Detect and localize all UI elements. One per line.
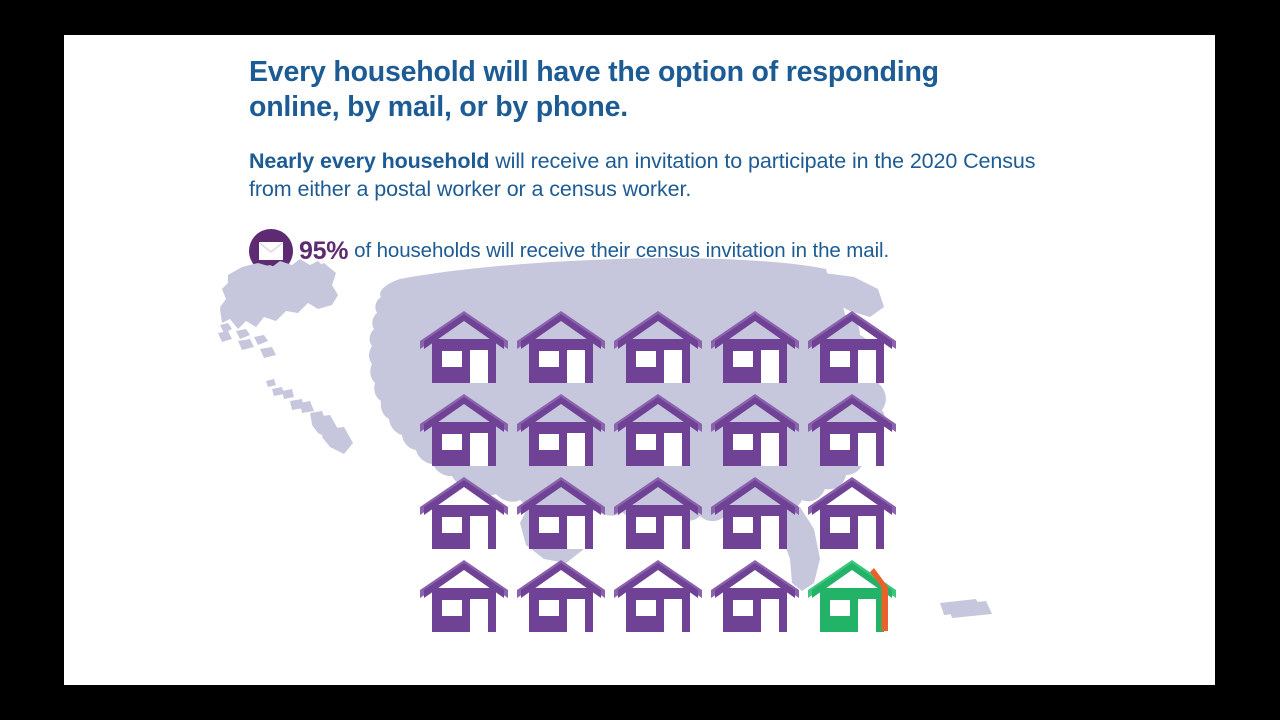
us-map-region (948, 601, 992, 618)
us-map-region (260, 347, 276, 358)
page-title: Every household will have the option of … (249, 56, 939, 123)
house-icon (420, 305, 508, 389)
us-map-region (322, 427, 353, 454)
slide-canvas: Every household will have the option of … (64, 35, 1215, 685)
stat-percent: 95% (299, 236, 349, 265)
house-icon (808, 388, 896, 472)
house-icon (711, 471, 799, 555)
us-map-region (810, 271, 884, 317)
house-icon (517, 471, 605, 555)
house-icon (711, 554, 799, 638)
house-icon (808, 471, 896, 555)
house-icon (420, 471, 508, 555)
us-map-region (218, 331, 232, 342)
subhead-paragraph: Nearly every household will receive an i… (249, 147, 1049, 204)
house-icon (517, 554, 605, 638)
us-map-region (290, 399, 304, 410)
subhead-bold-lead: Nearly every household (249, 148, 490, 173)
text-block: Every household will have the option of … (249, 55, 1049, 274)
subhead-rest: will receive an invitation to participat… (249, 148, 1036, 201)
us-map-region (272, 387, 284, 396)
pictogram-map (214, 253, 1014, 673)
house-icon (614, 471, 702, 555)
house-icon-highlighted (808, 554, 896, 638)
house-icon (614, 554, 702, 638)
us-map-region (310, 411, 326, 424)
house-icon (614, 305, 702, 389)
house-icon (420, 554, 508, 638)
house-icon (614, 388, 702, 472)
house-icon (420, 388, 508, 472)
house-icon (808, 305, 896, 389)
house-grid (214, 253, 1014, 673)
stat-description: of households will receive their census … (354, 239, 890, 263)
house-icon (711, 305, 799, 389)
us-map-region (220, 263, 338, 329)
stat-row: 95% of households will receive their cen… (249, 229, 1049, 274)
us-map-region (238, 339, 254, 350)
house-icon (517, 388, 605, 472)
house-icon (517, 305, 605, 389)
house-icon (711, 388, 799, 472)
